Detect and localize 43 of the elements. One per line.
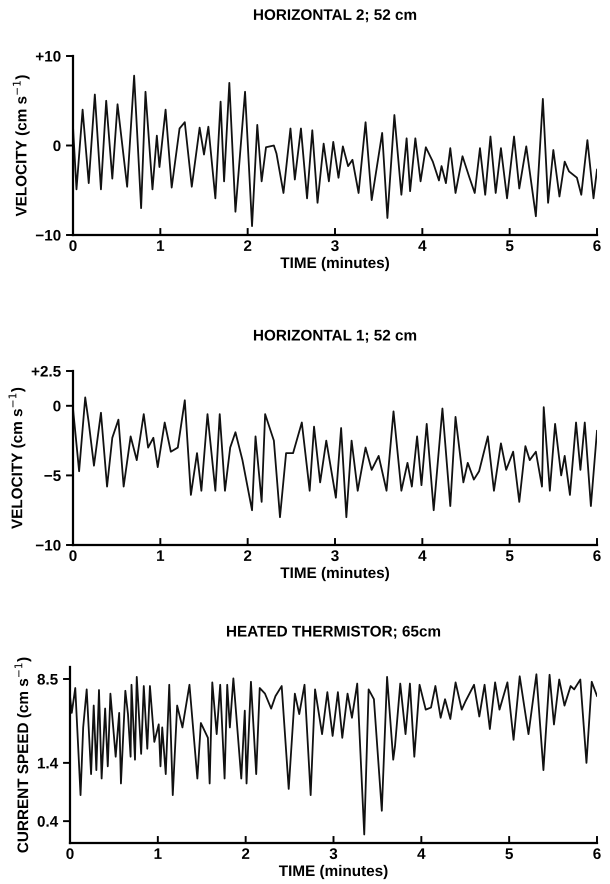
x-tick-label: 1 (157, 550, 164, 561)
y-tick-label: 0 (53, 140, 61, 152)
x-tick-label: 3 (330, 848, 338, 860)
x-tick-label: 1 (157, 240, 164, 251)
x-tick-label: 2 (244, 550, 252, 561)
line-series (73, 74, 597, 227)
x-tick-label: 3 (331, 550, 339, 562)
x-tick-label: 2 (244, 240, 252, 251)
x-axis-title: TIME (minutes) (280, 256, 389, 272)
x-tick-label: 1 (154, 848, 162, 859)
y-tick-label: −10 (36, 230, 61, 241)
x-tick-label: 5 (505, 848, 513, 860)
x-tick-label: 6 (593, 550, 601, 562)
y-tick-label: −10 (36, 540, 61, 551)
x-tick-label: 4 (417, 848, 426, 859)
x-tick-label: 5 (506, 550, 514, 562)
y-axis-title: VELOCITY (cm s$^{−1}$) (8, 388, 26, 529)
line-series (70, 673, 597, 836)
y-tick-label: 0 (53, 400, 61, 412)
x-tick-label: 0 (69, 240, 77, 252)
y-tick-label: 8.5 (37, 674, 58, 685)
x-tick-label: 2 (242, 848, 250, 859)
y-tick-label: −5 (44, 470, 61, 482)
x-tick-label: 3 (331, 240, 339, 252)
line-series (73, 396, 597, 518)
chart-title: HEATED THERMISTOR; 65cm (226, 626, 440, 639)
x-axis-title: TIME (minutes) (278, 864, 388, 880)
y-tick-label: +2.5 (32, 366, 61, 377)
x-axis-title: TIME (minutes) (280, 566, 389, 582)
y-axis-title: CURRENT SPEED (cm s$^{−1}$) (14, 658, 32, 853)
y-tick-label: 0.4 (38, 816, 58, 827)
x-tick-label: 0 (66, 848, 74, 860)
x-tick-label: 5 (506, 240, 514, 252)
chart-title: HORIZONTAL 2; 52 cm (254, 9, 416, 22)
x-tick-label: 6 (593, 240, 601, 252)
y-axis-title: VELOCITY (cm s$^{−1}$) (12, 75, 30, 216)
y-tick-label: +10 (36, 50, 61, 62)
y-tick-label: 1.4 (38, 758, 58, 768)
x-tick-label: 6 (593, 848, 601, 860)
x-tick-label: 4 (418, 240, 426, 251)
chart-title: HORIZONTAL 1; 52 cm (254, 330, 416, 343)
x-tick-label: 4 (418, 550, 426, 561)
x-tick-label: 0 (69, 550, 77, 562)
